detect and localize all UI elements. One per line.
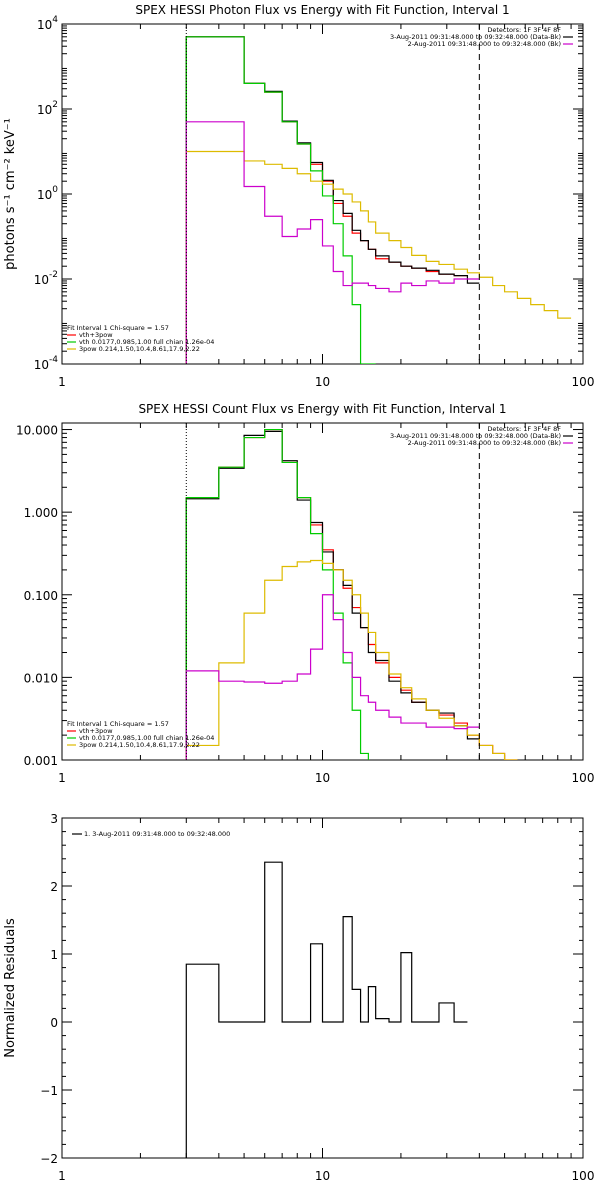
y-tick-label: −1: [40, 1084, 58, 1098]
panel-2: SPEX HESSI Count Flux vs Energy with Fit…: [16, 402, 595, 785]
y-tick-label: 102: [37, 100, 58, 117]
series-line-1: [185, 861, 468, 1158]
y-tick-label: 1: [50, 948, 58, 962]
legend-bottom-entry: Fit Interval 1 Chi-square = 1.57: [67, 720, 169, 728]
panel-3: 1 10 100 −2 −1 0 1 2 3 Normalized Residuals 1. 3-A…: [3, 812, 595, 1183]
x-tick-label: 100: [572, 1169, 595, 1183]
y-axis-label: photons s⁻¹ cm⁻² keV⁻¹: [3, 118, 18, 270]
legend-top-entry: 3-Aug-2011 09:31:48.000 to 09:32:48.000 …: [390, 33, 561, 41]
y-tick-label: 10-4: [34, 355, 59, 372]
y-tick-label: 0: [50, 1016, 58, 1030]
y-tick-label: 100: [37, 185, 58, 202]
legend-top-entry: 2-Aug-2011 09:31:48.000 to 09:32:48.000 …: [408, 40, 561, 48]
legend-bottom-entry: Fit Interval 1 Chi-square = 1.57: [67, 324, 169, 332]
series-line-2: [185, 36, 480, 364]
legend-top-entry: 1. 3-Aug-2011 09:31:48.000 to 09:32:48.0…: [84, 830, 230, 838]
series-group: [185, 36, 572, 364]
y-tick-label: 10.000: [16, 424, 58, 438]
x-tick-label: 10: [315, 375, 330, 389]
series-line-4: [185, 559, 518, 760]
legend-top-entry: Detectors: 1F 3F 4F 8F: [487, 26, 561, 34]
series-line-5: [185, 121, 480, 364]
series-group: [185, 861, 468, 1158]
y-tick-label: 10-2: [34, 270, 58, 287]
legend-bottom-entry: 3pow 0.214,1.50,10.4,8.61,17.9,2.22: [79, 345, 200, 353]
y-tick-label: 0.010: [24, 671, 58, 685]
legend-top-entry: 3-Aug-2011 09:31:48.000 to 09:32:48.000 …: [390, 432, 561, 440]
legend-bottom-entry: 3pow 0.214,1.50,10.4,8.61,17.9,2.22: [79, 741, 200, 749]
chart-title: SPEX HESSI Photon Flux vs Energy with Fi…: [135, 3, 509, 17]
x-tick-label: 100: [572, 375, 595, 389]
series-line-4: [185, 150, 572, 364]
plot-frame: [61, 422, 584, 761]
x-tick-label: 1: [58, 1169, 66, 1183]
x-tick-label: 10: [315, 771, 330, 785]
legend-top-entry: Detectors: 1F 3F 4F 8F: [487, 425, 561, 433]
series-group: [185, 428, 518, 760]
legend-bottom-entry: vth+3pow: [79, 727, 113, 735]
legend-top-entry: 2-Aug-2011 09:31:48.000 to 09:32:48.000 …: [408, 439, 561, 447]
legend-bottom-entry: vth 0.0177,0.985,1.00 full chian 1.26e-0…: [79, 338, 214, 346]
x-tick-label: 10: [315, 1169, 330, 1183]
legend-bottom-entry: vth+3pow: [79, 331, 113, 339]
y-tick-label: −2: [40, 1152, 58, 1166]
x-tick-label: 1: [58, 771, 66, 785]
series-line-1: [185, 36, 468, 364]
chart-title: SPEX HESSI Count Flux vs Energy with Fit…: [138, 402, 506, 416]
series-line-3: [185, 36, 376, 364]
y-tick-label: 2: [50, 880, 58, 894]
legend-bottom-entry: vth 0.0177,0.985,1.00 full chian 1.26e-0…: [79, 734, 214, 742]
y-tick-label: 3: [50, 812, 58, 826]
x-tick-label: 100: [572, 771, 595, 785]
series-line-3: [185, 428, 369, 760]
y-tick-label: 0.100: [24, 589, 58, 603]
y-tick-label: 0.001: [24, 754, 58, 768]
x-tick-label: 1: [58, 375, 66, 389]
y-tick-label: 104: [37, 15, 58, 32]
y-axis-label: Normalized Residuals: [3, 918, 18, 1058]
series-line-5: [185, 594, 480, 760]
panel-1: SPEX HESSI Photon Flux vs Energy with Fi…: [3, 3, 595, 389]
y-tick-label: 1.000: [24, 506, 58, 520]
